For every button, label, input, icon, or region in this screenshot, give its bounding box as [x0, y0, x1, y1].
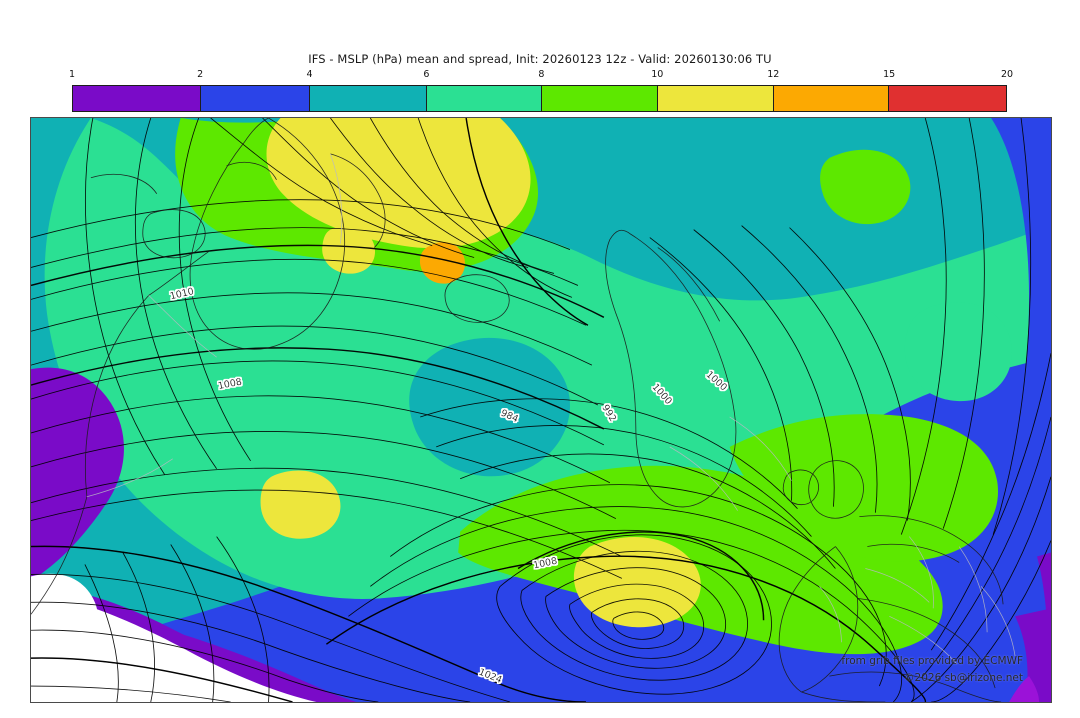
colorbar-tick-20: 20: [1000, 69, 1014, 80]
colorbar-tick-15: 15: [883, 69, 896, 80]
colorbar-segment-10-12: [657, 86, 774, 111]
colorbar-segment-1-2: [73, 86, 201, 111]
colorbar-segment-12-15: [773, 86, 890, 111]
colorbar-tick-2: 2: [197, 69, 204, 80]
colorbar-tick-6: 6: [423, 69, 430, 80]
colorbar-tick-8: 8: [538, 69, 545, 80]
contour-label-1008-north: 1008: [217, 377, 243, 392]
colorbar-swatches: [72, 85, 1007, 112]
contour-label-1008-south: 1008: [532, 556, 558, 572]
map-panel[interactable]: 1010 1008 984 992 1000 1008 1024 1000 fr…: [30, 117, 1052, 703]
colorbar-segment-2-4: [200, 86, 311, 111]
map-canvas: 1010 1008 984 992 1000 1008 1024 1000: [31, 118, 1051, 702]
colorbar-segment-8-10: [541, 86, 658, 111]
colorbar-segment-6-8: [426, 86, 542, 111]
colorbar-segment-4-6: [310, 86, 427, 111]
colorbar: 1 2 4 6 8 10 12 15 20: [69, 69, 1013, 112]
colorbar-segment-15-20: [889, 86, 1006, 111]
colorbar-tick-4: 4: [306, 69, 313, 80]
colorbar-tick-12: 12: [767, 69, 780, 80]
colorbar-tick-1: 1: [68, 69, 76, 80]
colorbar-tick-10: 10: [651, 69, 664, 80]
contour-label-1010: 1010: [169, 286, 195, 302]
colorbar-tick-labels: 1 2 4 6 8 10 12 15 20: [68, 69, 1013, 83]
attribution-copyright: ©2026 sb@irizone.net: [904, 672, 1023, 684]
attribution-source: from grib files provided by ECMWF: [841, 655, 1023, 667]
page-title: IFS - MSLP (hPa) mean and spread, Init: …: [308, 52, 772, 66]
